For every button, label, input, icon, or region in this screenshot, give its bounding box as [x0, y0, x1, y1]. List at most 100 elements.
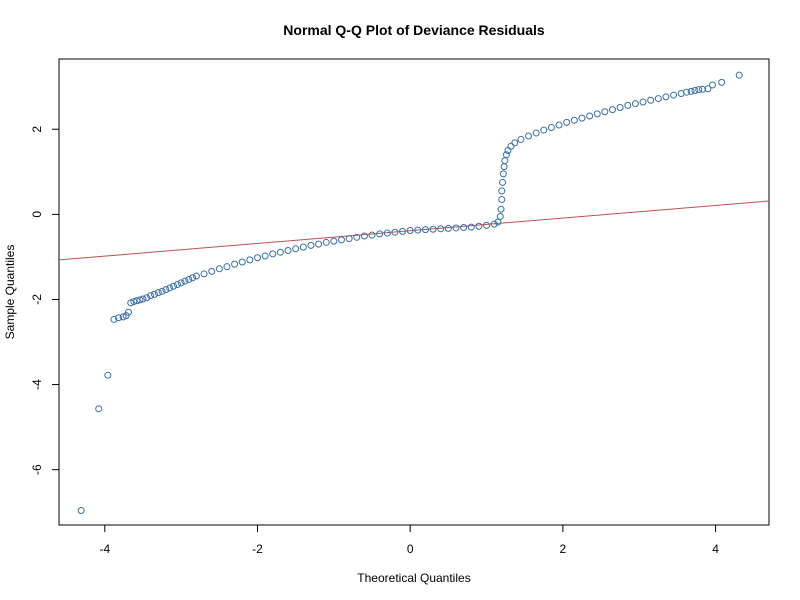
x-axis-label: Theoretical Quantiles [357, 571, 470, 585]
data-point [601, 108, 609, 116]
data-point [133, 297, 141, 305]
data-point [192, 272, 200, 280]
data-point [429, 225, 437, 233]
data-point [330, 237, 338, 245]
data-point [578, 114, 586, 122]
data-point [162, 286, 170, 294]
data-point [158, 287, 166, 295]
data-point [110, 315, 118, 323]
data-point [119, 313, 127, 321]
data-point [718, 78, 726, 86]
data-point [115, 314, 123, 322]
points-layer [77, 71, 743, 515]
x-tick-label: -2 [252, 542, 263, 556]
data-point [139, 295, 147, 303]
data-point [639, 98, 647, 106]
data-point [670, 91, 678, 99]
data-point [307, 241, 315, 249]
data-point [322, 238, 330, 246]
data-point [704, 85, 712, 93]
x-tick-label: 2 [560, 542, 567, 556]
reference-line [58, 200, 770, 261]
y-axis: -6 -4 -2 0 2 [30, 126, 60, 475]
data-point [444, 224, 452, 232]
data-point [421, 226, 429, 234]
data-point [284, 247, 292, 255]
data-point [238, 258, 246, 266]
data-point [173, 281, 181, 289]
data-point [616, 104, 624, 112]
data-point [376, 230, 384, 238]
data-point [345, 235, 353, 243]
data-point [246, 256, 254, 264]
data-point [185, 275, 193, 283]
data-point [507, 142, 515, 150]
data-point [299, 243, 307, 251]
data-point [502, 151, 510, 159]
y-tick-label: 2 [30, 126, 44, 133]
data-point [683, 88, 691, 96]
data-point [691, 86, 699, 94]
data-point [170, 282, 178, 290]
data-point [368, 231, 376, 239]
data-point [498, 187, 506, 195]
data-point [223, 263, 231, 271]
data-point [231, 260, 239, 268]
data-point [315, 240, 323, 248]
data-point [215, 265, 223, 273]
data-point [177, 279, 185, 287]
data-point [292, 245, 300, 253]
data-point [261, 252, 269, 260]
data-point [555, 121, 563, 129]
data-point [353, 233, 361, 241]
data-point [499, 170, 507, 178]
data-point [540, 126, 548, 134]
x-tick-label: 4 [712, 542, 719, 556]
data-point [631, 100, 639, 108]
chart-title: Normal Q-Q Plot of Deviance Residuals [283, 22, 545, 38]
y-tick-label: -6 [30, 464, 44, 475]
data-point [124, 308, 132, 316]
data-point [200, 270, 208, 278]
data-point [460, 224, 468, 232]
data-point [699, 85, 707, 93]
data-point [735, 71, 743, 79]
data-point [483, 221, 491, 229]
data-point [525, 132, 533, 140]
y-tick-label: -2 [30, 294, 44, 305]
data-point [517, 135, 525, 143]
data-point [608, 106, 616, 114]
data-point [662, 93, 670, 101]
data-point [496, 212, 504, 220]
data-point [147, 292, 155, 300]
data-point [501, 157, 509, 165]
data-point [414, 226, 422, 234]
data-point [337, 236, 345, 244]
data-point [490, 220, 498, 228]
data-point [104, 371, 112, 379]
data-point [500, 163, 508, 171]
data-point [95, 405, 103, 413]
data-point [467, 223, 475, 231]
data-point [77, 507, 85, 515]
data-point [150, 290, 158, 298]
x-tick-label: 0 [407, 542, 414, 556]
data-point [547, 124, 555, 132]
data-point [437, 225, 445, 233]
data-point [181, 277, 189, 285]
data-point [166, 284, 174, 292]
y-axis-label: Sample Quantiles [3, 245, 17, 340]
data-point [654, 95, 662, 103]
data-point [208, 267, 216, 275]
y-tick-label: -4 [30, 379, 44, 390]
data-point [647, 96, 655, 104]
y-tick-label: 0 [30, 211, 44, 218]
data-point [154, 289, 162, 297]
data-point [143, 294, 151, 302]
data-point [586, 112, 594, 120]
data-point [475, 222, 483, 230]
data-point [189, 274, 197, 282]
data-point [136, 296, 144, 304]
data-point [563, 118, 571, 126]
